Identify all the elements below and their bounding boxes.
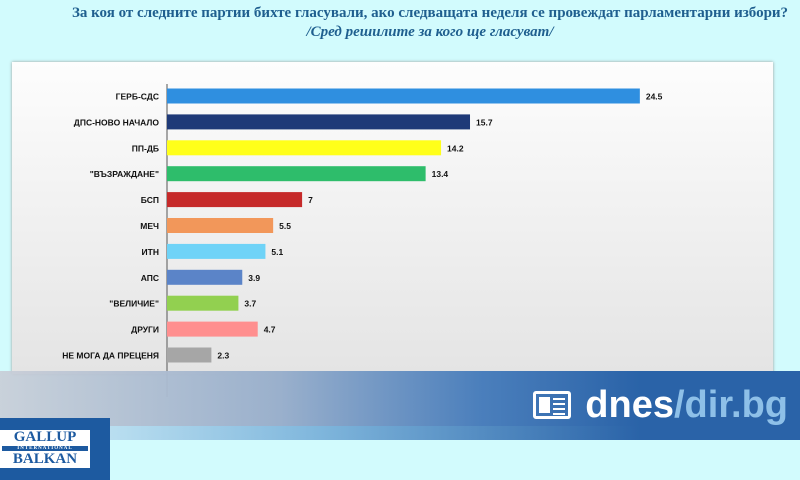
category-label: ГЕРБ-СДС xyxy=(116,92,159,102)
value-label: 5.5 xyxy=(279,221,291,231)
value-label: 14.2 xyxy=(447,143,464,153)
bar xyxy=(167,243,266,259)
chart-title: За коя от следните партии бихте гласувал… xyxy=(71,5,789,21)
bar xyxy=(167,269,243,285)
dnes-dir-logo[interactable]: dnes / dir.bg xyxy=(533,380,788,430)
newspaper-icon xyxy=(533,391,572,419)
bar xyxy=(167,114,471,130)
value-label: 5.1 xyxy=(271,247,283,257)
category-label: БСП xyxy=(141,195,159,205)
category-label: НЕ МОГА ДА ПРЕЦЕНЯ xyxy=(62,351,159,361)
value-label: 13.4 xyxy=(432,169,449,179)
value-label: 4.7 xyxy=(264,325,276,335)
value-label: 3.7 xyxy=(244,299,256,309)
bar xyxy=(167,218,274,233)
category-label: "ВЪЗРАЖДАНЕ" xyxy=(90,169,159,179)
category-label: АПС xyxy=(141,273,159,283)
site-name: dnes xyxy=(585,383,674,426)
category-label: МЕЧ xyxy=(140,221,159,231)
category-label: "ВЕЛИЧИЕ" xyxy=(109,299,159,309)
category-label: ДПС-НОВО НАЧАЛО xyxy=(74,117,160,127)
value-label: 15.7 xyxy=(476,117,493,127)
chart-subtitle: /Сред решилите за кого ще гласуват/ xyxy=(306,24,554,40)
value-label: 2.3 xyxy=(217,351,229,361)
site-separator: / xyxy=(673,383,685,426)
value-label: 7 xyxy=(308,195,313,205)
site-domain: dir.bg xyxy=(684,383,788,426)
logo-top: GALLUP xyxy=(13,429,77,445)
bar xyxy=(167,321,258,337)
chart-panel: ГЕРБ-СДС 24.5 ДПС-НОВО НАЧАЛО 15.7 ПП-ДБ 14.2… xyxy=(12,62,773,397)
bar xyxy=(167,88,640,104)
gallup-logo: GALLUP INTERNATIONAL BALKAN xyxy=(0,418,110,480)
bar xyxy=(167,295,239,311)
value-label: 24.5 xyxy=(646,92,663,102)
brand-banner xyxy=(0,371,800,440)
category-label: ДРУГИ xyxy=(131,325,159,335)
category-label: ИТН xyxy=(142,247,159,257)
bar xyxy=(167,192,303,208)
bar-chart: ГЕРБ-СДС 24.5 ДПС-НОВО НАЧАЛО 15.7 ПП-ДБ 14.2… xyxy=(62,84,663,397)
logo-mid: INTERNATIONAL xyxy=(2,446,88,451)
bar xyxy=(167,347,212,363)
value-label: 3.9 xyxy=(248,273,260,283)
bar xyxy=(167,166,426,182)
category-label: ПП-ДБ xyxy=(132,143,159,153)
logo-bottom: BALKAN xyxy=(12,451,78,467)
bar xyxy=(167,140,442,156)
